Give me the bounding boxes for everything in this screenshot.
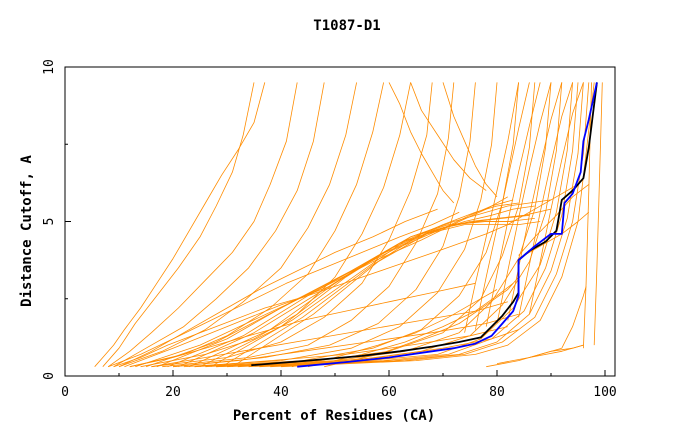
series-line-31 [232,221,541,368]
series-line-46 [496,82,552,324]
series-line-39 [151,301,508,368]
series-line-48 [518,82,573,318]
series-line-49 [529,82,584,315]
series-line-40 [172,313,519,368]
series-line-4 [113,82,325,368]
series-line-57 [529,344,584,358]
plot-series [94,82,603,368]
series-line-1 [94,82,266,367]
series-line-45 [485,82,541,327]
series-line-41 [194,326,508,368]
series-line-43 [464,82,519,333]
y-tick-label: 10 [42,59,57,75]
series-line-35 [108,211,460,368]
series-line-12 [194,82,519,368]
x-axis-ticks: 0 20 40 60 80 100 [61,370,617,400]
series-line-25 [167,199,552,368]
series-line-58 [388,82,455,204]
series-line-16 [237,82,573,368]
series-line-42 [216,329,519,368]
series-line-44 [475,82,530,330]
series-line-22 [135,196,508,368]
series-line-53 [593,82,603,346]
series-line-21 [124,184,579,368]
series-line-23 [145,199,514,368]
chart-title: T1087-D1 [313,18,380,34]
series-line-7 [140,82,411,368]
series-line-60 [442,82,498,198]
y-tick-label: 5 [42,218,57,226]
series-line-17 [248,82,579,368]
y-tick-label: 0 [42,372,57,380]
x-axis-label: Percent of Residues (CA) [233,408,435,424]
x-tick-label: 60 [381,385,397,400]
x-tick-label: 40 [273,385,289,400]
series-line-59 [410,82,487,191]
series-line-51 [518,184,590,256]
series-line-38 [129,282,476,368]
x-tick-label: 80 [489,385,505,400]
series-line-47 [507,82,563,321]
x-tick-label: 0 [61,385,69,400]
y-axis-ticks: 0 5 10 [42,59,71,380]
x-tick-label: 100 [593,385,616,400]
series-line-5 [118,82,357,368]
series-line-36 [118,208,438,368]
series-line-30 [221,221,514,368]
series-line-28 [199,214,530,368]
series-line-37 [113,286,330,368]
series-line-2 [102,82,255,367]
y-axis-label: Distance Cutoff, A [19,155,35,307]
series-line-54 [561,286,587,349]
series-line-3 [107,82,298,368]
series-line-11 [183,82,498,368]
series-line-9 [162,82,455,368]
series-line-62 [297,82,598,368]
series-line-33 [307,282,514,368]
x-tick-label: 20 [165,385,181,400]
